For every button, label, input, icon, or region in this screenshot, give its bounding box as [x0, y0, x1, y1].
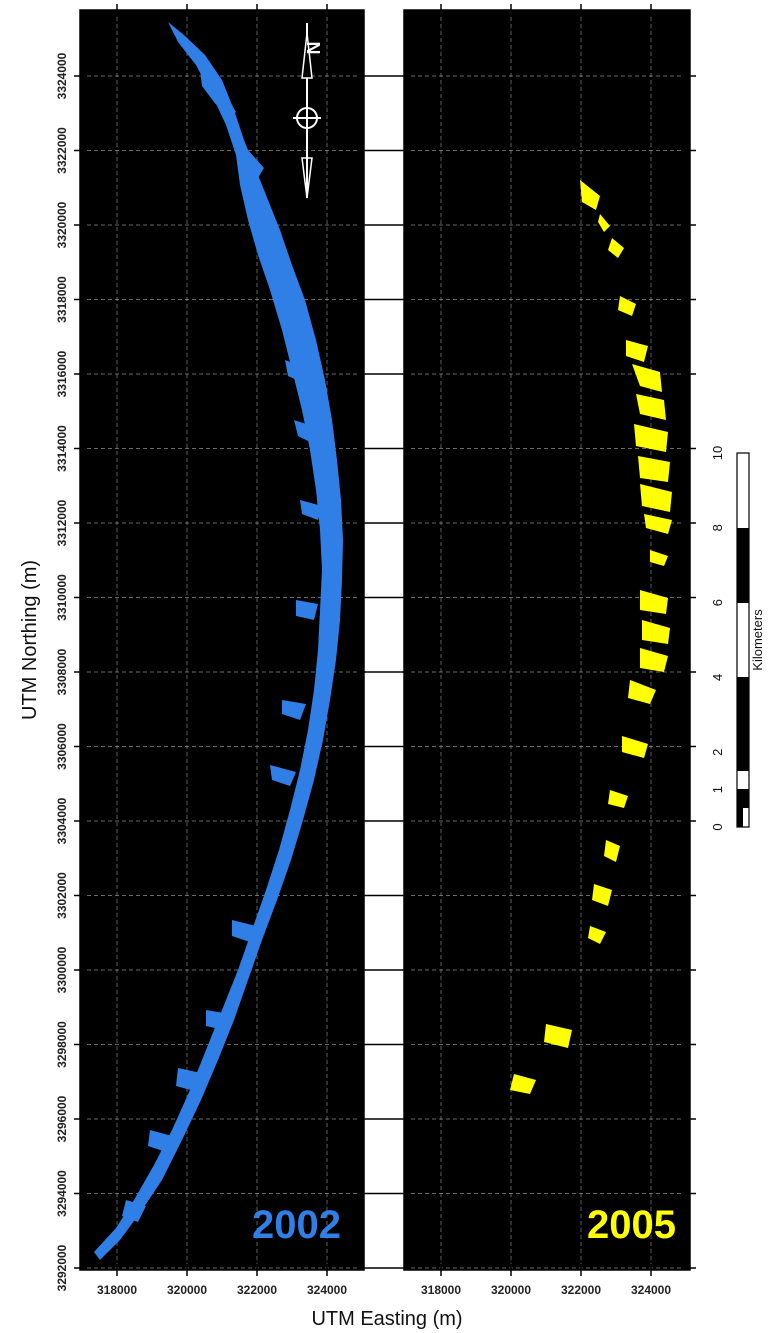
x-tick-label: 318000: [97, 1283, 137, 1297]
panel-2002-map: [80, 10, 364, 1270]
y-tick-label: 3298000: [55, 1021, 69, 1068]
scale-bar-unit-label: Kilometers: [750, 609, 765, 671]
scale-bar-tick-label: 8: [710, 524, 725, 531]
x-tick-label: 322000: [561, 1283, 601, 1297]
y-tick-label: 3296000: [55, 1095, 69, 1142]
y-tick-label: 3302000: [55, 872, 69, 919]
north-letter: N: [303, 42, 323, 55]
y-axis-title: UTM Northing (m): [19, 560, 41, 720]
y-tick-label: 3304000: [55, 797, 69, 844]
panel-2002-frame: [79, 9, 365, 1271]
x-tick-label: 320000: [491, 1283, 531, 1297]
y-tick-label: 3308000: [55, 648, 69, 695]
x-axis-ticks-2002: 318000 320000 322000 324000: [97, 4, 347, 1297]
y-axis-ticks: 3292000 3294000 3296000 3298000 3300000 33020…: [55, 52, 696, 1291]
scale-bar-tick-label: 0: [710, 823, 725, 830]
y-tick-label: 3314000: [55, 425, 69, 472]
panel-2005-frame: [403, 9, 691, 1271]
year-label-2005: 2005: [587, 1203, 676, 1247]
scale-bar-tick-label: 4: [710, 674, 725, 681]
x-tick-label: 324000: [631, 1283, 671, 1297]
year-label-2002: 2002: [252, 1203, 341, 1247]
scale-bar-tick-label: 2: [710, 749, 725, 756]
north-arrow-icon: N: [293, 23, 323, 199]
x-axis-title: UTM Easting (m): [311, 1308, 462, 1330]
y-tick-label: 3306000: [55, 723, 69, 770]
y-tick-label: 3322000: [55, 127, 69, 174]
y-tick-label: 3300000: [55, 946, 69, 993]
scale-bar-tick-label: 6: [710, 599, 725, 606]
y-tick-label: 3324000: [55, 52, 69, 99]
scale-bar: 0 1 2 4 6 8 10 Kilometers: [710, 446, 765, 831]
y-tick-label: 3294000: [55, 1170, 69, 1217]
coastline-2002: [94, 22, 343, 1260]
y-tick-label: 3318000: [55, 276, 69, 323]
y-tick-label: 3292000: [55, 1244, 69, 1291]
coastline-2005: [510, 180, 672, 1094]
y-tick-label: 3316000: [55, 350, 69, 397]
y-tick-label: 3312000: [55, 499, 69, 546]
x-tick-label: 322000: [237, 1283, 277, 1297]
x-tick-label: 320000: [167, 1283, 207, 1297]
x-tick-label: 324000: [307, 1283, 347, 1297]
x-tick-label: 318000: [421, 1283, 461, 1297]
scale-bar-tick-label: 10: [710, 446, 725, 460]
y-tick-label: 3310000: [55, 574, 69, 621]
x-axis-ticks-2005: 318000 320000 322000 324000: [421, 4, 671, 1297]
y-tick-label: 3320000: [55, 201, 69, 248]
scale-bar-labels: 0 1 2 4 6 8 10: [710, 446, 725, 831]
scale-bar-tick-label: 1: [710, 786, 725, 793]
